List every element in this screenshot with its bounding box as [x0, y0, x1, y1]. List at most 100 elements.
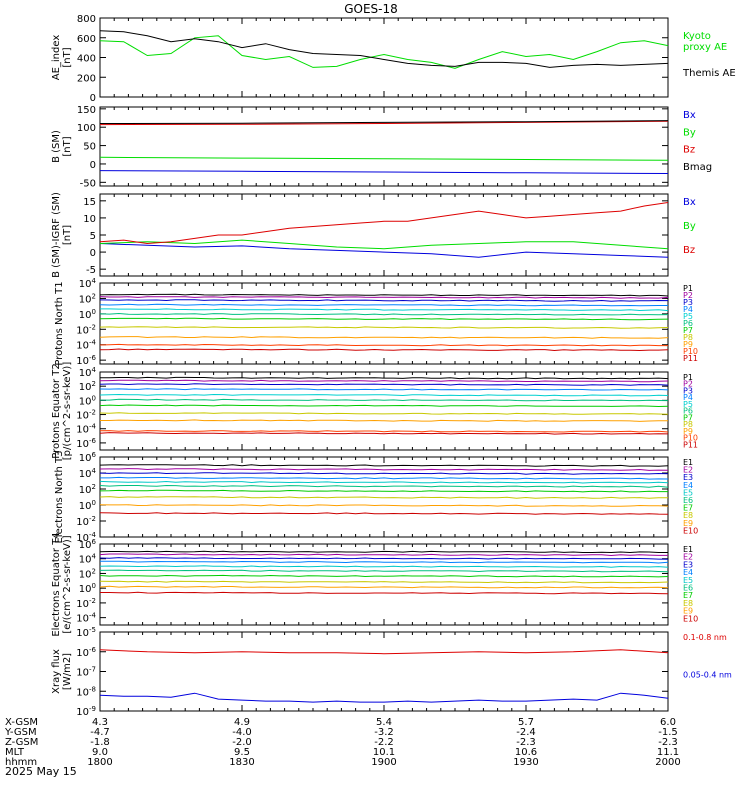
y-tick-label: 10-2	[76, 515, 96, 528]
series-line	[100, 580, 668, 584]
legend-label: E3	[683, 560, 693, 569]
legend-label: P6	[683, 319, 693, 328]
legend-label: Bx	[683, 197, 696, 208]
x-row-value: -2.3	[516, 737, 536, 748]
panel-frame	[99, 106, 669, 187]
series-line	[100, 30, 668, 68]
y-axis-label: Protons North T1	[54, 281, 65, 365]
legend-label: E9	[683, 607, 693, 616]
legend-label: E10	[683, 614, 698, 623]
series-line	[100, 383, 668, 386]
y-axis-label: Protons Equator T2[p/(cm^2-s-sr-keV)]	[51, 362, 73, 461]
legend-label: P4	[683, 305, 693, 314]
panel-data	[100, 464, 668, 515]
y-tick-label: 10-2	[76, 323, 96, 336]
series-line	[100, 476, 668, 480]
series-line	[100, 388, 668, 391]
y-tick-label: 104	[79, 277, 97, 290]
legend-label: E2	[683, 466, 693, 475]
legend-label: E10	[683, 526, 698, 535]
series-line	[100, 430, 668, 433]
legend-label: P1	[683, 373, 693, 382]
y-axis-label: AE_index[nT]	[51, 35, 73, 81]
legend-label: P7	[683, 413, 693, 422]
legend-label: E7	[683, 504, 693, 513]
x-row-value: 2000	[655, 757, 680, 768]
series-line	[100, 489, 668, 493]
y-tick-label: 50	[83, 142, 96, 153]
y-axis-label: Xray flux[W/m2]	[51, 649, 73, 694]
series-line	[100, 550, 668, 554]
legend-label: P9	[683, 427, 693, 436]
legend-label: Bz	[683, 245, 695, 256]
series-line	[100, 480, 668, 484]
panel-data	[100, 550, 668, 595]
panels-group: 0 200 400 600 800 AE_index[nT] Kyoto proxy AE Th…	[51, 14, 736, 718]
y-tick-label: 100	[79, 394, 96, 407]
legend-label: P1	[683, 284, 693, 293]
x-row-label: X-GSM	[5, 717, 38, 728]
series-line	[100, 585, 668, 589]
series-line	[100, 376, 668, 380]
legend-label: P3	[683, 386, 693, 395]
x-row-value: 6.0	[660, 717, 676, 728]
legend-label: Bx	[683, 110, 696, 121]
series-line	[100, 393, 668, 397]
x-row-value: 4.3	[92, 717, 108, 728]
panel-3: -5 0 5 10 15 B (SM)-IGRF (SM)[nT] Bx By Bz	[51, 192, 696, 278]
series-line	[100, 464, 668, 467]
series-line	[100, 432, 668, 435]
legend-label: E3	[683, 473, 693, 482]
legend-label: 0.1-0.8 nm	[683, 633, 727, 642]
series-line	[100, 35, 668, 69]
y-tick-label: 104	[79, 467, 97, 480]
y-tick-label: 104	[79, 366, 97, 379]
series-line	[100, 343, 668, 347]
y-tick-label: -50	[80, 178, 96, 189]
y-tick-label: 106	[79, 538, 97, 551]
x-row-value: 4.9	[234, 717, 250, 728]
y-tick-label: -5	[86, 265, 96, 276]
series-line	[100, 574, 668, 578]
y-tick-label: 100	[77, 123, 96, 134]
x-row-value: 5.7	[518, 717, 534, 728]
x-row-value: 10.1	[373, 747, 395, 758]
y-tick-label: 100	[79, 308, 96, 321]
legend-label: P7	[683, 326, 693, 335]
x-row-value: -1.5	[658, 727, 678, 738]
x-row-value: -4.0	[232, 727, 252, 738]
panel-data	[100, 649, 668, 703]
panel-data	[100, 376, 668, 435]
x-row-label: Y-GSM	[4, 727, 37, 738]
y-tick-label: 150	[77, 105, 96, 116]
legend-label: E4	[683, 568, 693, 577]
y-tick-label: 15	[83, 197, 96, 208]
date-label: 2025 May 15	[5, 765, 77, 778]
series-line	[100, 512, 668, 515]
y-tick-label: 102	[79, 567, 96, 580]
y-tick-label: 0	[90, 93, 96, 104]
x-row-value: -2.4	[516, 727, 536, 738]
y-tick-label: 400	[77, 54, 96, 65]
panel-data	[100, 293, 668, 352]
legend-label: E5	[683, 488, 693, 497]
x-row-value: 9.0	[92, 747, 108, 758]
legend-label: E6	[683, 496, 693, 505]
panel-frame	[99, 17, 669, 98]
legend-label: P3	[683, 298, 693, 307]
series-line	[100, 472, 668, 475]
y-tick-label: 800	[77, 14, 96, 25]
series-line	[100, 468, 668, 471]
series-line	[100, 504, 668, 507]
legend-label: E8	[683, 511, 693, 520]
legend-label: Bz	[683, 145, 695, 156]
series-line	[100, 202, 668, 245]
y-tick-label: 10-2	[76, 597, 96, 610]
y-tick-label: 200	[77, 73, 96, 84]
legend-label: P4	[683, 393, 693, 402]
legend-label: By	[683, 127, 696, 138]
y-tick-label: 102	[79, 380, 96, 393]
y-tick-label: 5	[90, 231, 96, 242]
x-row-value: -3.2	[374, 727, 394, 738]
